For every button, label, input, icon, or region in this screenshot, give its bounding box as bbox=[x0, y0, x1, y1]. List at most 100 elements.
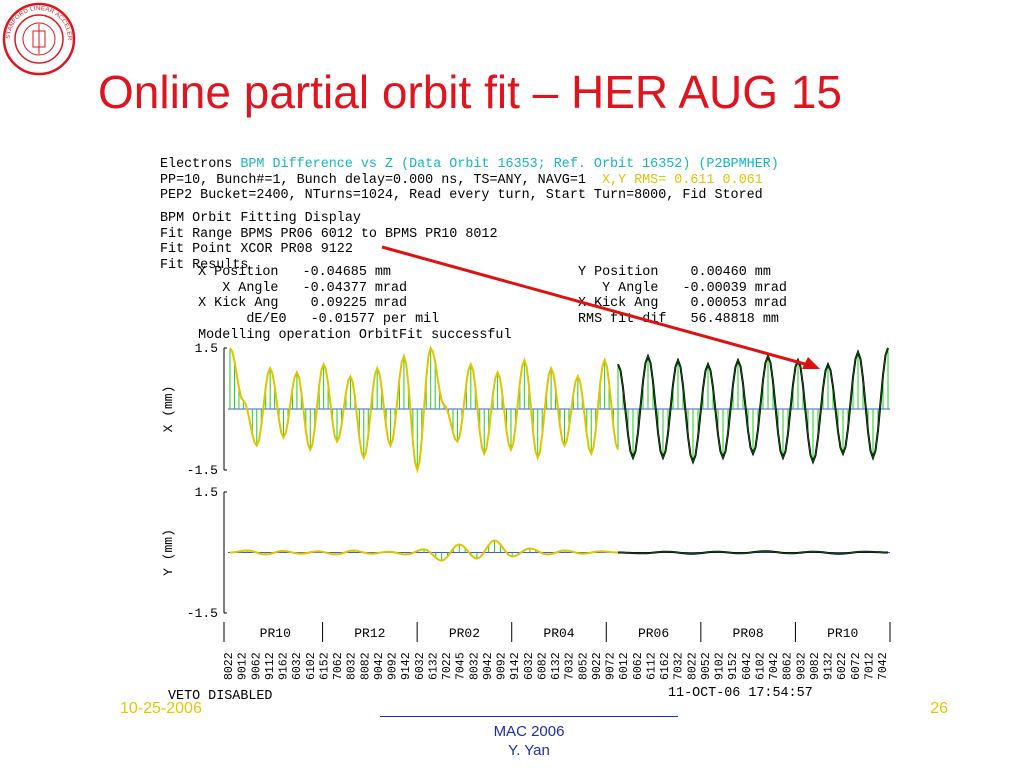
bpm-label: 7045 bbox=[455, 652, 468, 680]
bpm-label: 8082 bbox=[359, 652, 372, 680]
data-orbit-line bbox=[229, 345, 619, 474]
arrowhead bbox=[802, 357, 820, 369]
y-tick-label: -1.5 bbox=[187, 463, 218, 478]
fit-result-right: X Kick Ang 0.00053 mrad bbox=[578, 296, 787, 312]
orbit-plots: 1.5 -1.5 X (mm) 1.5 -1.5 Y (mm) PR10 PR12 PR02 PR… bbox=[161, 245, 891, 680]
region-label: PR04 bbox=[543, 626, 574, 641]
bpm-label: 9162 bbox=[278, 652, 291, 680]
bpm-label: 7042 bbox=[768, 652, 781, 680]
region-label: PR12 bbox=[354, 626, 385, 641]
bpm-label: 6012 bbox=[618, 652, 631, 680]
bpm-label: 9102 bbox=[714, 652, 727, 680]
bpm-label: 6062 bbox=[632, 652, 645, 680]
bpm-label: 8062 bbox=[782, 652, 795, 680]
slide-title: Online partial orbit fit – HER AUG 15 bbox=[98, 66, 842, 118]
slide-date: 10-25-2006 bbox=[120, 700, 202, 717]
header-line-part: Electrons bbox=[160, 157, 241, 172]
bpm-label: 6022 bbox=[836, 652, 849, 680]
fit-result-right: Y Position 0.00460 mm bbox=[578, 265, 771, 280]
footer-meeting: MAC 2006 bbox=[493, 723, 565, 740]
bpm-label: 9032 bbox=[795, 652, 808, 680]
header-line-part: X,Y RMS= 0.611 0.061 bbox=[601, 172, 763, 188]
data-orbit-line bbox=[229, 539, 619, 562]
bpm-label: 6032 bbox=[414, 652, 427, 680]
fit-result-left: dE/E0 -0.01577 per mil bbox=[174, 312, 440, 328]
bpm-label: 6082 bbox=[536, 652, 549, 680]
bpm-label: 7032 bbox=[564, 652, 577, 680]
header-line-part: PP=10, Bunch#=1, Bunch delay=0.000 ns, T… bbox=[160, 172, 602, 188]
bpm-label: 8032 bbox=[468, 652, 481, 680]
bpm-label: 8022 bbox=[686, 652, 699, 680]
veto-status: VETO DISABLED bbox=[168, 689, 273, 704]
bpm-label: 9112 bbox=[264, 652, 277, 680]
fit-result-left: X Angle -0.04377 mrad bbox=[174, 280, 408, 296]
bpm-label: 9012 bbox=[237, 652, 250, 680]
fit-info-line: BPM Orbit Fitting Display bbox=[160, 211, 361, 226]
bpm-label: 7022 bbox=[441, 652, 454, 680]
fit-result-left: X Position -0.04685 mm bbox=[174, 265, 391, 280]
footer-author: Y. Yan bbox=[508, 742, 550, 759]
fit-result-left: X Kick Ang 0.09225 mrad bbox=[174, 296, 408, 312]
header-line: PEP2 Bucket=2400, NTurns=1024, Read ever… bbox=[160, 188, 763, 204]
bpm-display-panel: Electrons BPM Difference vs Z (Data Orbi… bbox=[150, 150, 902, 710]
header-line-part: PEP2 Bucket=2400, NTurns=1024, Read ever… bbox=[160, 188, 763, 204]
bpm-label: 7012 bbox=[863, 652, 876, 680]
region-label: PR02 bbox=[449, 626, 480, 641]
bpm-label: 6042 bbox=[741, 652, 754, 680]
bpm-label: 6152 bbox=[318, 652, 331, 680]
bpm-label: 6112 bbox=[645, 652, 658, 680]
bpm-label: 9022 bbox=[591, 652, 604, 680]
fit-result-right: Y Angle -0.00039 mrad bbox=[578, 280, 787, 296]
header-line: Electrons BPM Difference vs Z (Data Orbi… bbox=[160, 157, 779, 173]
bpm-label: 9062 bbox=[250, 652, 263, 680]
y-tick-label: 1.5 bbox=[195, 341, 218, 356]
header-line: PP=10, Bunch#=1, Bunch delay=0.000 ns, T… bbox=[160, 173, 763, 189]
region-label: PR06 bbox=[638, 626, 669, 641]
fit-result-left: Modelling operation OrbitFit successful bbox=[174, 327, 512, 343]
fit-data-overlay bbox=[617, 347, 889, 463]
slac-logo: STANFORD LINEAR ACCELERATOR CENTER bbox=[2, 2, 76, 76]
bpm-label: 9042 bbox=[482, 652, 495, 680]
bpm-label: 8032 bbox=[346, 652, 359, 680]
bpm-label: 9042 bbox=[373, 652, 386, 680]
bpm-label: 6162 bbox=[659, 652, 672, 680]
footer-credit: MAC 2006 Y. Yan bbox=[380, 722, 678, 760]
fit-data-overlay bbox=[617, 550, 889, 555]
bpm-label: 9072 bbox=[605, 652, 618, 680]
region-label: PR10 bbox=[260, 626, 291, 641]
bpm-label: 9142 bbox=[509, 652, 522, 680]
bpm-label: 6032 bbox=[523, 652, 536, 680]
fit-point-arrow bbox=[381, 245, 813, 368]
region-label: PR08 bbox=[733, 626, 764, 641]
bpm-label: 9052 bbox=[700, 652, 713, 680]
y-axis-label: Y (mm) bbox=[161, 529, 176, 576]
bpm-label: 6032 bbox=[291, 652, 304, 680]
bpm-label: 9082 bbox=[809, 652, 822, 680]
timestamp: 11-OCT-06 17:54:57 bbox=[668, 686, 813, 701]
bpm-label: 8052 bbox=[577, 652, 590, 680]
bpm-label: 6102 bbox=[754, 652, 767, 680]
bpm-label: 7042 bbox=[877, 652, 890, 680]
bpm-label: 6132 bbox=[427, 652, 440, 680]
footer-divider bbox=[380, 716, 678, 717]
bpm-label: 9152 bbox=[727, 652, 740, 680]
bpm-label: 6102 bbox=[305, 652, 318, 680]
bpm-label: 9132 bbox=[823, 652, 836, 680]
bpm-label: 6132 bbox=[550, 652, 563, 680]
bpm-label: 9092 bbox=[387, 652, 400, 680]
fit-info-line: Fit Point XCOR PR08 9122 bbox=[160, 242, 353, 258]
y-tick-label: -1.5 bbox=[187, 606, 218, 621]
y-axis-label: X (mm) bbox=[161, 386, 176, 433]
bpm-label: 7062 bbox=[332, 652, 345, 680]
header-line-part: BPM Difference vs Z (Data Orbit 16353; R… bbox=[240, 157, 779, 172]
y-tick-label: 1.5 bbox=[195, 485, 218, 500]
slide-number: 26 bbox=[930, 700, 948, 717]
bpm-label: 6072 bbox=[850, 652, 863, 680]
bpm-label: 7032 bbox=[673, 652, 686, 680]
fit-info-line: Fit Results bbox=[160, 258, 249, 274]
fit-info-line: Fit Range BPMS PR06 6012 to BPMS PR10 80… bbox=[160, 226, 498, 242]
bpm-label: 9092 bbox=[496, 652, 509, 680]
bpm-label: 9142 bbox=[400, 652, 413, 680]
region-label: PR10 bbox=[827, 626, 858, 641]
bpm-label: 8022 bbox=[223, 652, 236, 680]
